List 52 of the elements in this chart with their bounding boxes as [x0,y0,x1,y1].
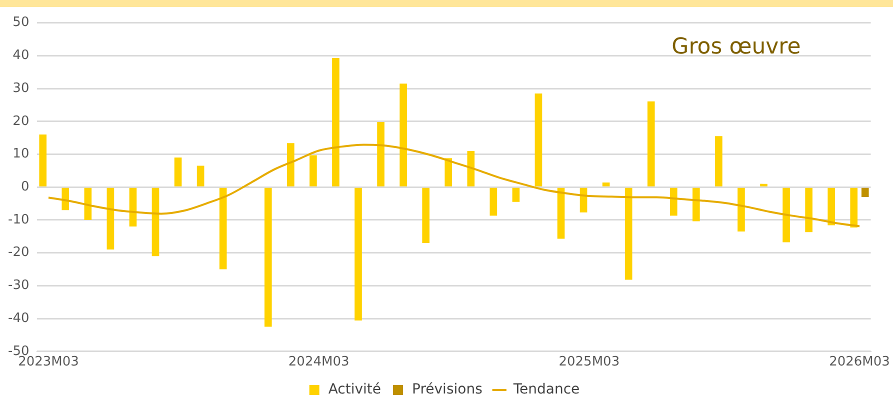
y-tick-label: 30 [12,80,30,96]
bar [647,101,655,186]
x-tick-label: 2026M03 [829,354,890,370]
bar [557,188,565,239]
bar [422,188,430,243]
bar [534,93,542,186]
bar [174,158,182,186]
bar [490,188,498,216]
bar [715,136,722,186]
bar [196,166,204,186]
bar [602,182,610,186]
line-series [47,144,860,228]
bar [310,155,317,186]
bar [512,188,520,202]
bar [39,134,47,186]
bar [332,58,340,186]
bar [400,84,407,186]
legend-label: Prévisions [412,382,482,398]
bar [467,150,475,186]
x-tick-label: 2025M03 [558,354,620,370]
bar [264,188,272,327]
bar [377,122,384,186]
bar [828,188,835,226]
legend-label: Activité [328,382,382,398]
text: Gros œuvre [672,34,801,60]
bar [219,188,227,270]
y-tick-label: -20 [8,245,30,260]
bar [738,188,745,232]
bar [152,188,160,256]
bar [805,188,812,232]
bar [861,188,869,197]
bar [782,188,790,242]
x-tick-label: 2024M03 [288,354,350,370]
y-tick-label: 10 [12,146,30,162]
bar [444,158,452,186]
bar [106,188,114,250]
bar [760,184,768,186]
y-tick-label: 0 [20,179,30,194]
bar [850,188,858,228]
bar [692,188,700,222]
bar [129,188,137,227]
bar [670,188,678,216]
y-tick-label: -10 [8,212,30,228]
bar [287,143,294,186]
legend-label: Tendance [512,382,580,398]
y-tick-label: -30 [8,278,30,294]
bar [354,188,362,321]
y-tick-label: 50 [12,15,30,30]
y-tick-label: 40 [12,48,30,64]
y-tick-label: -40 [8,310,30,326]
y-tick-label: 20 [12,114,30,129]
bar [624,188,632,280]
